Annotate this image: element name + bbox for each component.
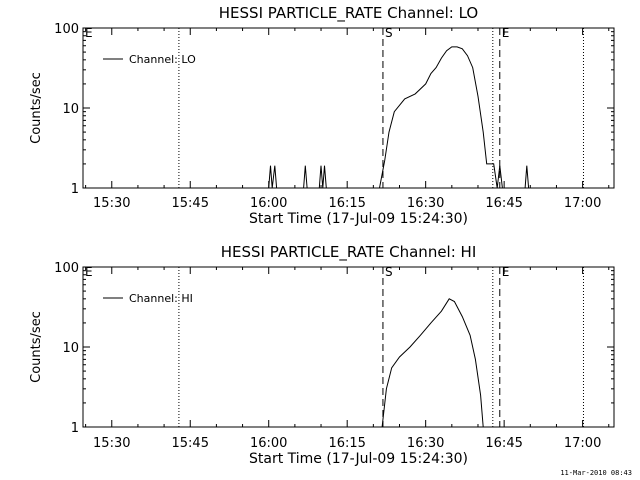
legend-label: Channel: LO <box>129 53 196 66</box>
legend-label: Channel: HI <box>129 292 193 305</box>
x-tick-label: 15:30 <box>93 436 130 451</box>
plot-frame <box>82 266 615 428</box>
x-tick-label: 15:30 <box>93 196 130 211</box>
x-tick-label: 16:00 <box>250 436 287 451</box>
x-tick-label: 16:45 <box>485 436 522 451</box>
chart-panel-lo: HESSI PARTICLE_RATE Channel: LO 15:30 15:4… <box>29 4 615 227</box>
y-tick-label: 100 <box>54 22 79 37</box>
annotation-label: S <box>385 265 393 279</box>
x-tick-label: 15:45 <box>172 196 209 211</box>
y-tick-label: 10 <box>62 102 79 117</box>
annotation-label: E <box>85 265 93 279</box>
x-axis-label: Start Time (17-Jul-09 15:24:30) <box>249 451 468 467</box>
x-tick-label: 17:00 <box>564 196 601 211</box>
x-axis-label: Start Time (17-Jul-09 15:24:30) <box>249 211 468 227</box>
x-tick-label: 16:15 <box>328 436 365 451</box>
x-tick-label: 17:00 <box>564 436 601 451</box>
chart-title: HESSI PARTICLE_RATE Channel: HI <box>221 243 477 262</box>
series-line <box>268 46 530 189</box>
y-axis-label: Counts/sec <box>29 72 44 144</box>
chart-title: HESSI PARTICLE_RATE Channel: LO <box>219 4 478 23</box>
series-line <box>381 298 484 428</box>
x-tick-label: 16:15 <box>328 196 365 211</box>
chart-panel-hi: HESSI PARTICLE_RATE Channel: HI 15:30 15:4… <box>29 243 615 467</box>
annotation-label: E <box>502 26 510 40</box>
annotation-label: S <box>385 26 393 40</box>
y-axis-label: Counts/sec <box>29 311 44 383</box>
x-tick-label: 16:30 <box>407 436 444 451</box>
x-tick-label: 15:45 <box>172 436 209 451</box>
x-tick-label: 16:30 <box>407 196 444 211</box>
annotation-label: E <box>85 26 93 40</box>
y-tick-label: 1 <box>71 421 79 436</box>
y-tick-label: 1 <box>71 182 79 197</box>
y-tick-label: 100 <box>54 261 79 276</box>
y-tick-label: 10 <box>62 341 79 356</box>
x-tick-label: 16:45 <box>485 196 522 211</box>
footer-timestamp: 11-Mar-2010 08:43 <box>560 469 632 477</box>
x-tick-label: 16:00 <box>250 196 287 211</box>
annotation-label: E <box>502 265 510 279</box>
plot-frame <box>82 27 615 189</box>
